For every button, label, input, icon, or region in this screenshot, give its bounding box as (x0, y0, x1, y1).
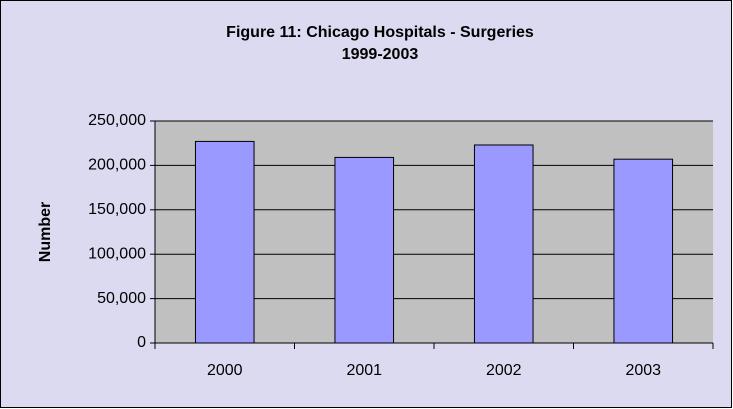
chart-title: Figure 11: Chicago Hospitals - Surgeries (226, 24, 534, 41)
y-tick-label: 0 (137, 334, 146, 351)
y-tick-label: 250,000 (88, 112, 146, 129)
y-tick-label: 50,000 (97, 290, 146, 307)
bar (473, 144, 534, 344)
y-axis-title: Number (37, 202, 54, 262)
bar (613, 158, 674, 344)
x-tick-label: 2000 (207, 362, 243, 379)
y-tick-label: 200,000 (88, 157, 146, 174)
y-tick-label: 150,000 (88, 201, 146, 218)
x-tick-label: 2001 (346, 362, 382, 379)
chart-subtitle: 1999-2003 (342, 46, 419, 63)
bar (334, 156, 395, 344)
x-tick-label: 2002 (486, 362, 522, 379)
x-tick-label: 2003 (625, 362, 661, 379)
y-tick-label: 100,000 (88, 245, 146, 262)
bar (194, 140, 255, 344)
